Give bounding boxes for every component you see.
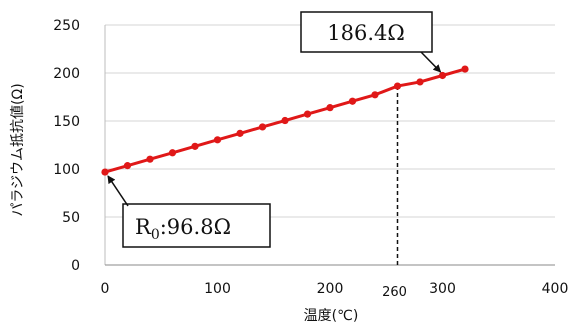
data-point (168, 149, 177, 157)
x-tick-200: 200 (317, 281, 344, 297)
data-point (416, 78, 424, 86)
x-tick-100: 100 (204, 281, 231, 297)
callout-text-1: 186.4Ω (327, 21, 405, 45)
data-point (213, 136, 222, 144)
data-point (101, 168, 109, 176)
x-axis-label: 温度(℃) (304, 308, 359, 324)
y-tick-50: 50 (62, 210, 80, 226)
marker-line-group: 260 (382, 86, 407, 300)
data-point (146, 155, 154, 163)
x-tick-400: 400 (542, 281, 569, 297)
y-tick-200: 200 (53, 66, 80, 82)
y-tick-250: 250 (53, 18, 80, 34)
data-point (393, 82, 402, 90)
callout-arrow-2 (107, 175, 129, 207)
data-point (236, 129, 244, 137)
callout-box-1 (300, 11, 433, 53)
data-point (123, 162, 132, 170)
x-tick-300: 300 (429, 281, 456, 297)
callouts: 186.4Ω R0:96.8Ω (107, 11, 442, 248)
marker-label-260: 260 (382, 285, 407, 300)
callout-text-2: R0:96.8Ω (135, 215, 231, 243)
callout-box-2 (122, 203, 271, 248)
data-point (371, 91, 379, 99)
data-point (348, 97, 357, 105)
data-point (303, 110, 312, 118)
gridlines (105, 24, 555, 218)
data-point (326, 104, 334, 112)
y-tick-100: 100 (53, 162, 80, 178)
y-axis-label: パラジウム抵抗値(Ω) (10, 83, 26, 216)
data-point (258, 123, 267, 131)
y-tick-0: 0 (71, 258, 80, 274)
y-tick-labels: 0 50 100 150 200 250 (53, 18, 80, 274)
x-tick-labels: 0 100 200 300 400 (101, 281, 569, 297)
axes (104, 25, 555, 266)
data-point (438, 71, 447, 80)
x-tick-0: 0 (101, 281, 110, 297)
data-point (191, 142, 199, 150)
callout-arrow-1 (420, 51, 442, 73)
data-point (461, 65, 469, 73)
data-point (281, 116, 289, 125)
series-group (101, 65, 469, 176)
y-tick-150: 150 (53, 114, 80, 130)
